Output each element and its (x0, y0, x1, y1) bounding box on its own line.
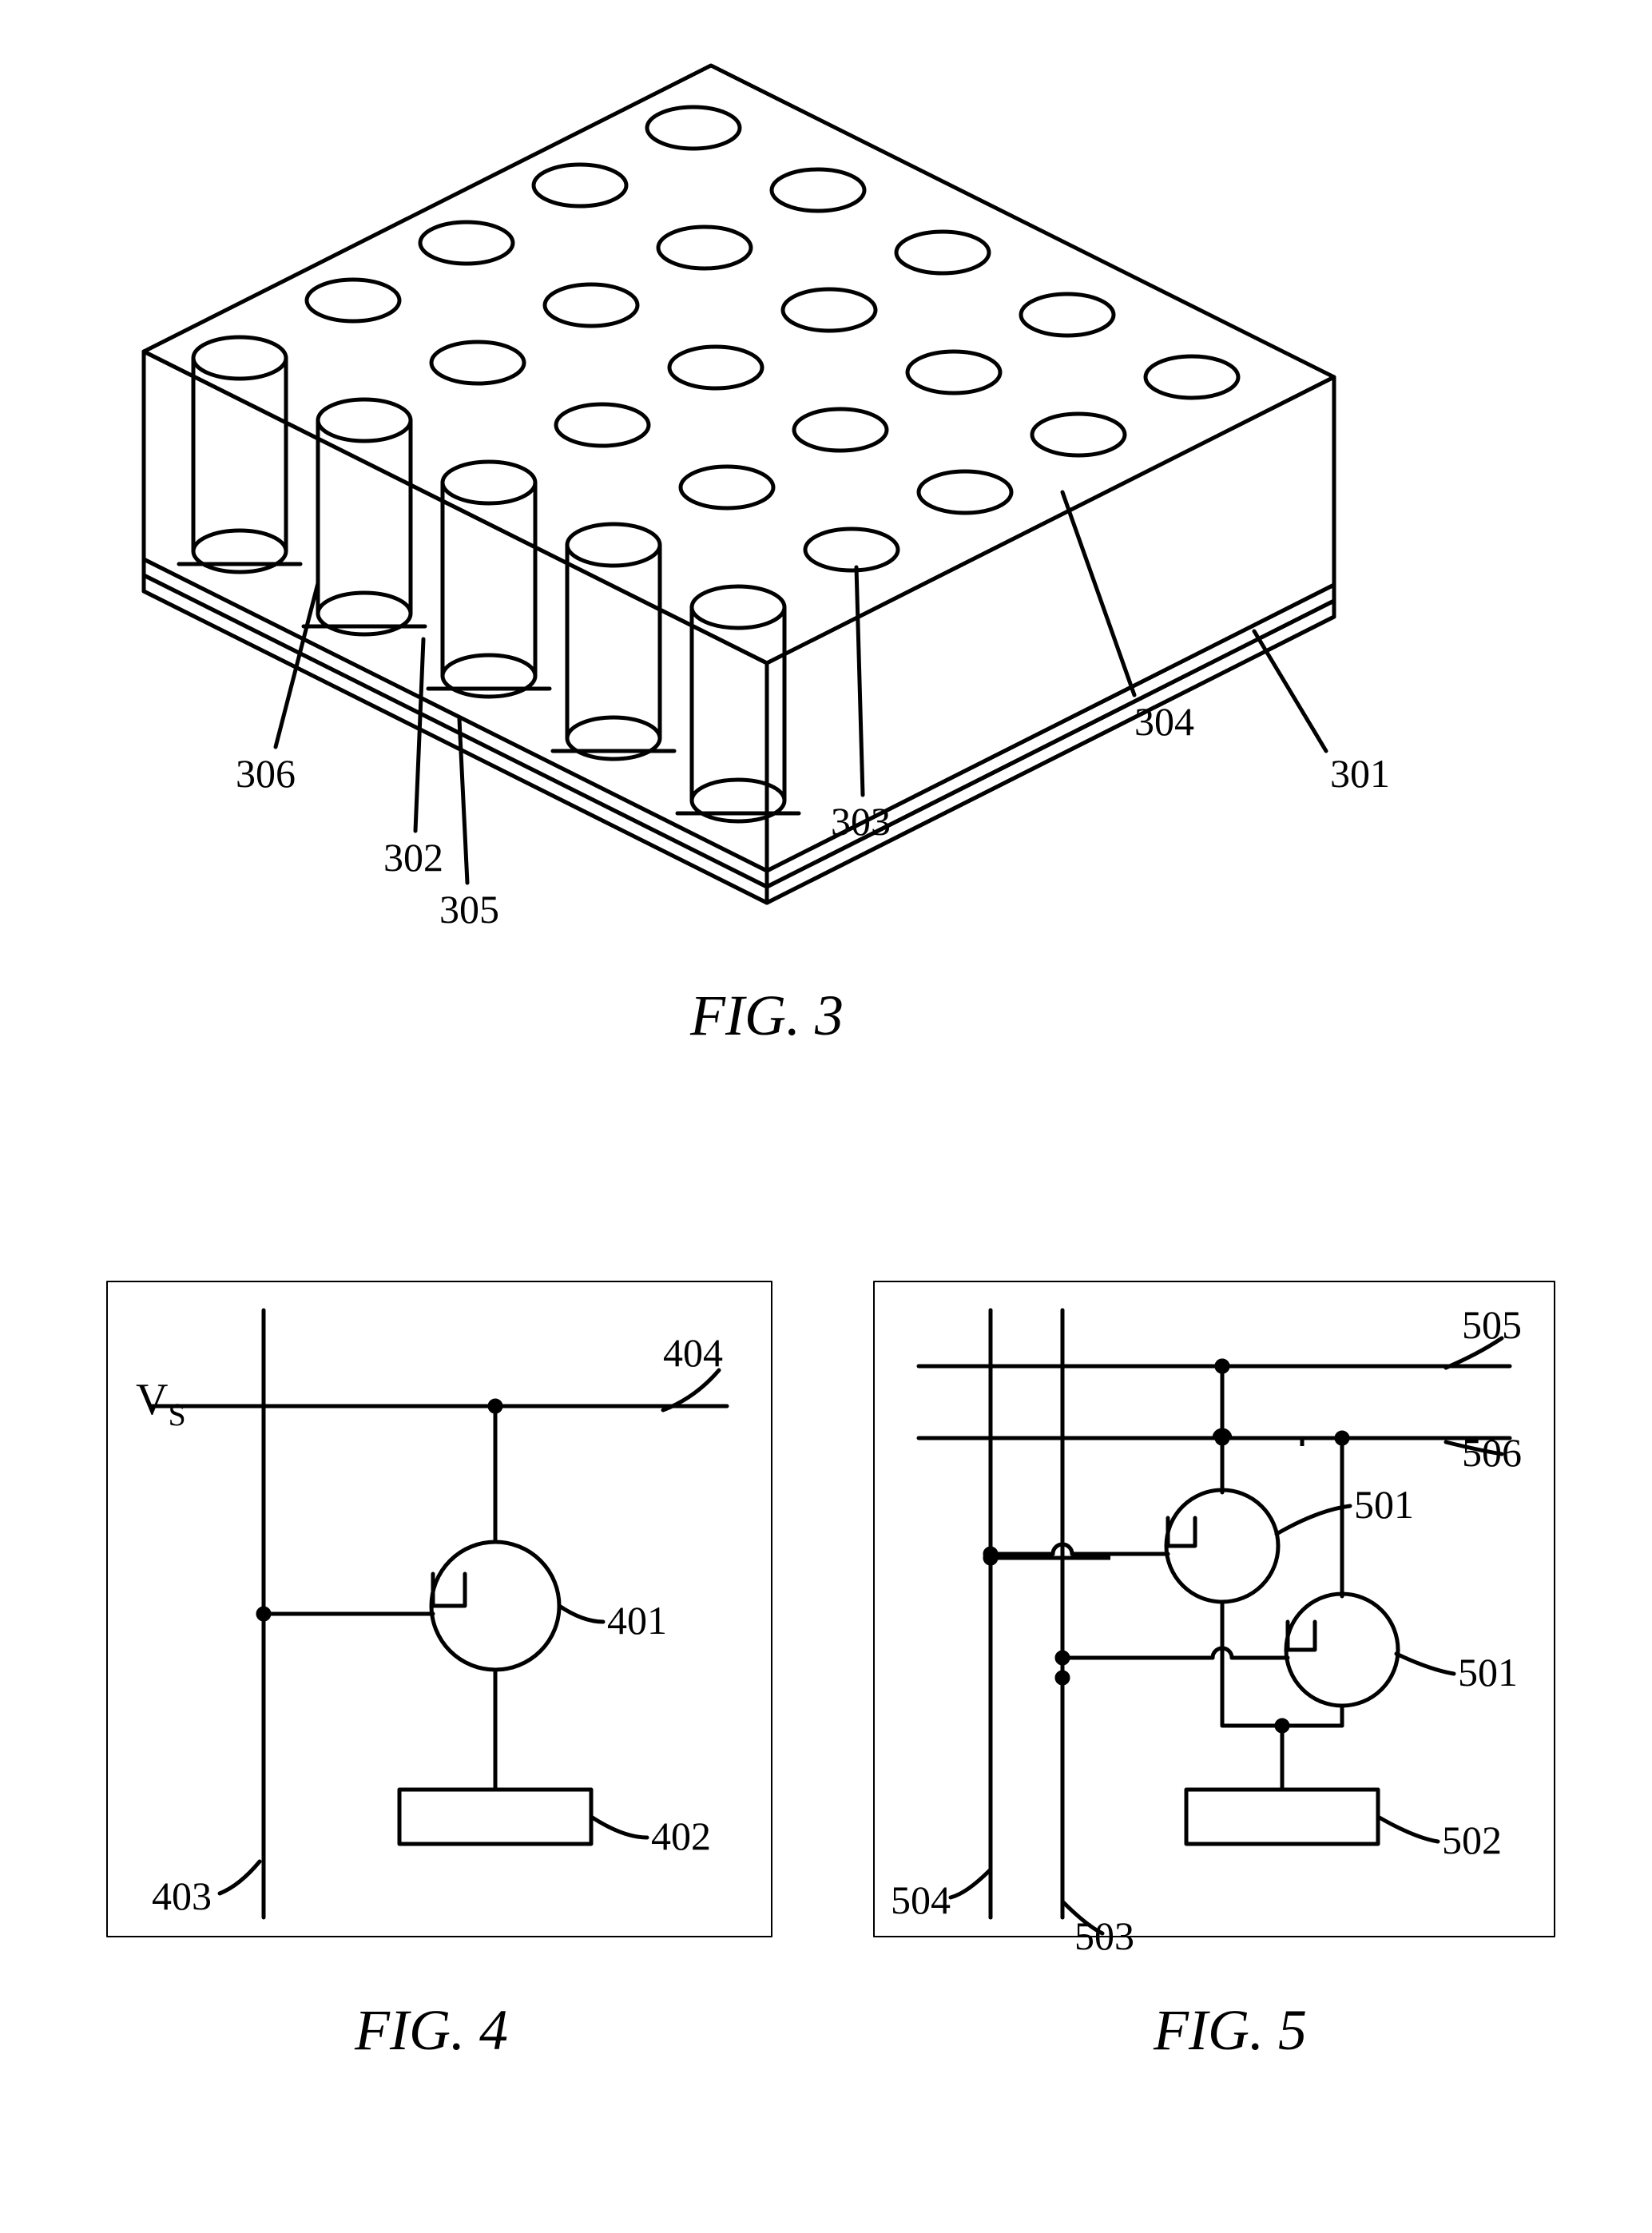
figure-5-panel: 505 506 501 501 502 504 503 (871, 1278, 1558, 1997)
ref-501b: 501 (1458, 1650, 1518, 1695)
ref-505: 505 (1462, 1302, 1522, 1347)
ref-502: 502 (1442, 1818, 1502, 1862)
svg-text:VS: VS (136, 1375, 186, 1432)
figure-5-label: FIG. 5 (1086, 1997, 1374, 2064)
ref-302: 302 (383, 835, 443, 880)
ref-401: 401 (607, 1598, 667, 1643)
vs-label: V (136, 1375, 168, 1424)
ref-402: 402 (651, 1814, 711, 1858)
figure-4-label: FIG. 4 (288, 1997, 575, 2064)
ref-306: 306 (236, 751, 296, 796)
ref-503: 503 (1074, 1913, 1134, 1958)
figure-4-svg: VS 404 401 402 403 (104, 1278, 775, 1997)
ref-305: 305 (439, 887, 499, 932)
figure-5-svg: 505 506 501 501 502 504 503 (871, 1278, 1558, 1997)
ref-501a: 501 (1354, 1482, 1414, 1527)
vs-sub: S (168, 1397, 185, 1432)
ref-506: 506 (1462, 1430, 1522, 1475)
ref-301: 301 (1330, 751, 1390, 796)
figure-3-label: FIG. 3 (607, 983, 927, 1049)
ref-504: 504 (891, 1877, 951, 1922)
ref-404: 404 (663, 1330, 723, 1375)
figure-4-panel: VS 404 401 402 403 (104, 1278, 775, 1997)
ref-403: 403 (152, 1873, 212, 1918)
ref-303: 303 (831, 799, 891, 844)
figure-3-svg: 306 302 305 303 304 301 (96, 24, 1550, 1047)
ref-304: 304 (1134, 699, 1194, 744)
figure-3-panel: 306 302 305 303 304 301 (96, 24, 1550, 1047)
